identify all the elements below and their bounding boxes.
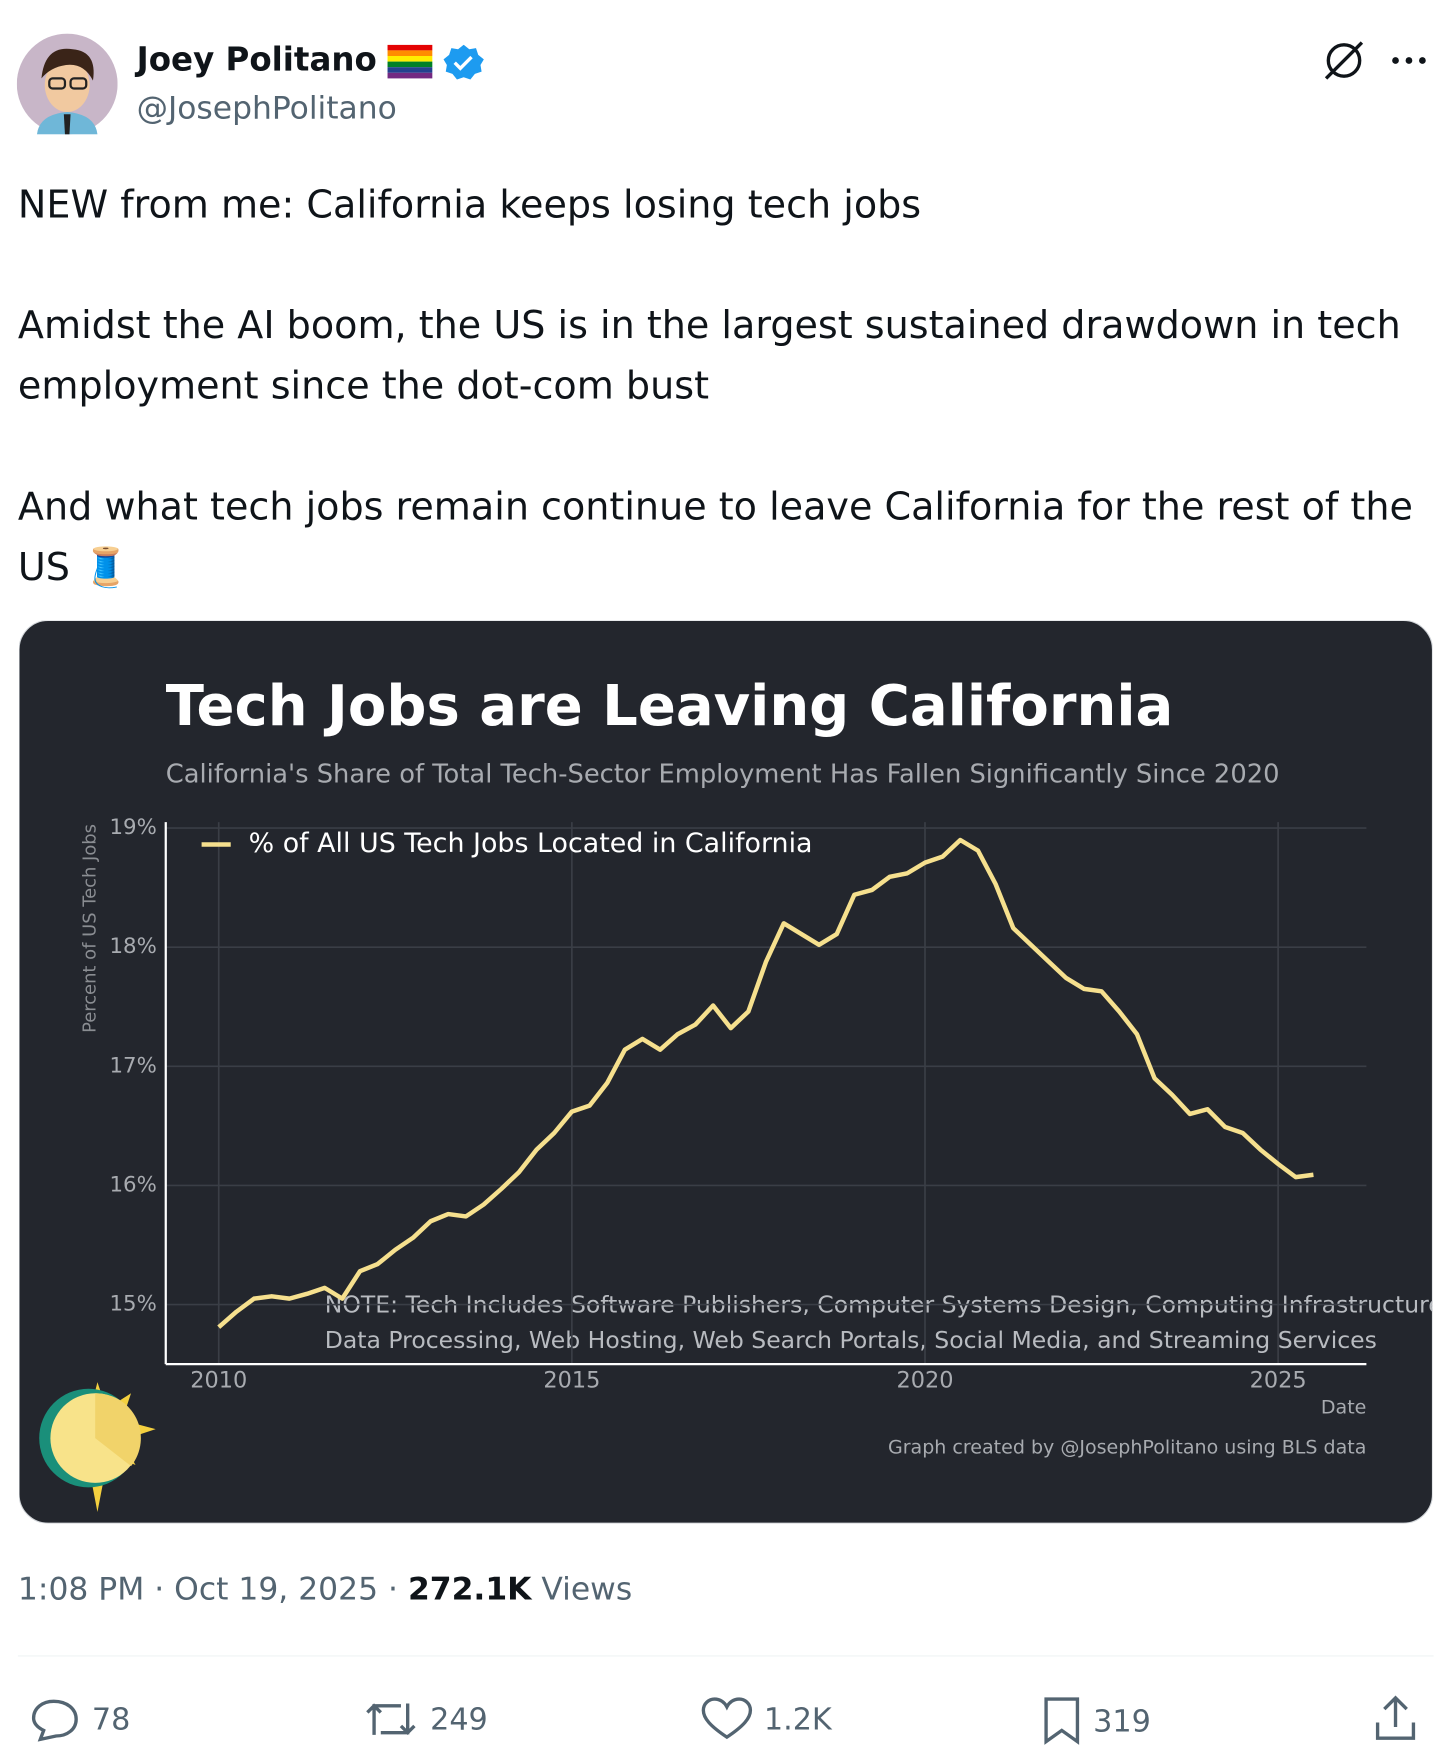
y-tick-label: 16% (110, 1172, 157, 1197)
logo (39, 1382, 156, 1512)
y-tick-label: 15% (110, 1292, 157, 1317)
paragraph: NEW from me: California keeps losing tec… (17, 182, 922, 228)
credit: Graph created by @JosephPolitano using B… (888, 1437, 1366, 1459)
bookmark-count: 319 (1093, 1704, 1151, 1739)
x-axis-label: Date (1321, 1396, 1367, 1418)
reply-count: 78 (91, 1701, 131, 1737)
reply-button[interactable]: 78 (31, 1697, 130, 1742)
x-tick-label: 2025 (1250, 1367, 1307, 1393)
note: Data Processing, Web Hosting, Web Search… (325, 1326, 1377, 1354)
chart-subtitle: California's Share of Total Tech-Sector … (166, 760, 1280, 790)
divider (17, 1655, 1434, 1657)
x-tick-label: 2020 (896, 1367, 953, 1393)
top-icons[interactable] (1322, 38, 1434, 83)
y-tick-label: 17% (110, 1053, 157, 1078)
paragraph: Amidst the AI boom, the US is in the lar… (17, 303, 1401, 409)
line-series (217, 837, 1314, 1329)
like-button[interactable]: 1.2K (701, 1697, 832, 1742)
views-label: Views (531, 1570, 633, 1608)
author-handle[interactable]: @JosephPolitano (136, 89, 397, 127)
paragraph: And what tech jobs remain continue to le… (17, 484, 1413, 591)
author-name[interactable]: Joey Politano (136, 40, 377, 79)
y-tick-label: 19% (110, 815, 157, 840)
y-tick-label: 18% (110, 934, 157, 959)
repost-button[interactable]: 249 (363, 1697, 488, 1742)
timestamp: 1:08 PM · Oct 19, 2025 · 272.1K Views (18, 1570, 632, 1607)
x-tick-label: 2015 (543, 1367, 600, 1393)
chart-title: Tech Jobs are Leaving California (166, 674, 1174, 739)
views: 272.1K (407, 1570, 532, 1608)
tweet-text: NEW from me: California keeps losing tec… (18, 175, 1418, 659)
like-count: 1.2K (763, 1701, 832, 1737)
share-button[interactable] (1373, 1693, 1418, 1742)
avatar[interactable] (16, 33, 118, 135)
repost-count: 249 (430, 1701, 488, 1737)
y-axis-label: Percent of US Tech Jobs (80, 824, 101, 1033)
chart[interactable]: Tech Jobs are Leaving California Califor… (19, 620, 1433, 1524)
badges (387, 44, 484, 80)
x-tick-label: 2010 (190, 1367, 247, 1393)
time: 1:08 PM · Oct 19, 2025 · (17, 1570, 408, 1608)
legend-label: % of All US Tech Jobs Located in Califor… (249, 828, 813, 859)
bookmark-button[interactable]: 319 (1042, 1697, 1151, 1746)
